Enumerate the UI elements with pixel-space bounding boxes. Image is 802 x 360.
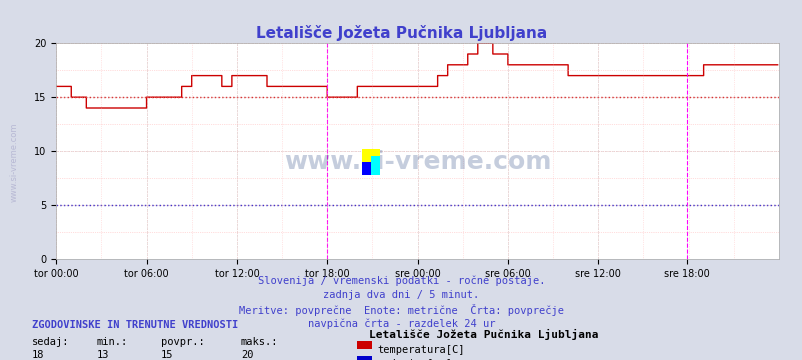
Text: 15: 15 [160, 350, 173, 360]
Text: temperatura[C]: temperatura[C] [377, 345, 464, 355]
Text: min.:: min.: [96, 337, 128, 347]
Text: Meritve: povprečne  Enote: metrične  Črta: povprečje: Meritve: povprečne Enote: metrične Črta:… [239, 304, 563, 316]
Text: maks.:: maks.: [241, 337, 278, 347]
FancyBboxPatch shape [361, 162, 370, 175]
Text: Letališče Jožeta Pučnika Ljubljana: Letališče Jožeta Pučnika Ljubljana [369, 329, 598, 341]
FancyBboxPatch shape [370, 156, 379, 175]
FancyBboxPatch shape [361, 149, 379, 175]
Text: ZGODOVINSKE IN TRENUTNE VREDNOSTI: ZGODOVINSKE IN TRENUTNE VREDNOSTI [32, 320, 238, 330]
Text: sedaj:: sedaj: [32, 337, 70, 347]
Text: Slovenija / vremenski podatki - ročne postaje.: Slovenija / vremenski podatki - ročne po… [257, 275, 545, 286]
Text: navpična črta - razdelek 24 ur: navpična črta - razdelek 24 ur [307, 319, 495, 329]
Text: 20: 20 [241, 350, 253, 360]
Text: zadnja dva dni / 5 minut.: zadnja dva dni / 5 minut. [323, 290, 479, 300]
Text: Letališče Jožeta Pučnika Ljubljana: Letališče Jožeta Pučnika Ljubljana [256, 25, 546, 41]
Text: povpr.:: povpr.: [160, 337, 204, 347]
Text: www.si-vreme.com: www.si-vreme.com [283, 150, 551, 174]
Text: 13: 13 [96, 350, 109, 360]
Text: www.si-vreme.com: www.si-vreme.com [10, 122, 18, 202]
Text: 18: 18 [32, 350, 45, 360]
Text: padavine[mm]: padavine[mm] [377, 359, 452, 360]
